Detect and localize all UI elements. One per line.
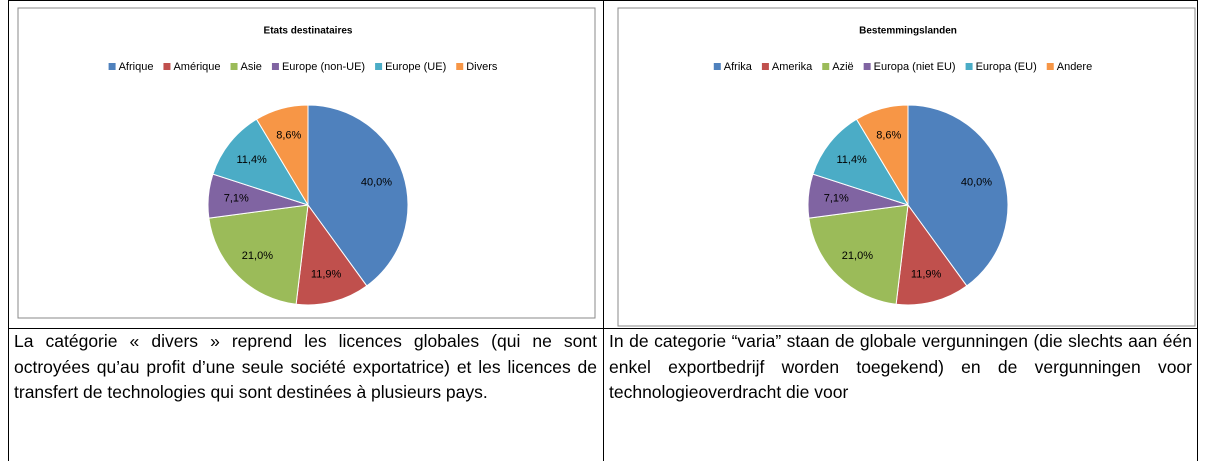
legend-swatch	[271, 63, 279, 70]
legend-swatch	[456, 63, 464, 70]
legend-swatch	[375, 63, 383, 70]
legend-swatch	[761, 63, 769, 70]
legend-swatch	[108, 63, 116, 70]
data-label: 11,9%	[911, 269, 942, 281]
table-border	[8, 328, 1198, 329]
chart-title: Etats destinataires	[264, 26, 353, 37]
data-label: 11,9%	[311, 269, 342, 281]
data-label: 11,4%	[236, 154, 267, 166]
legend-label: Divers	[466, 61, 498, 73]
data-label: 8,6%	[276, 130, 301, 142]
legend-swatch	[822, 63, 830, 70]
pie-slice	[208, 204, 309, 305]
table-border	[603, 0, 604, 461]
pie-slice	[855, 104, 909, 207]
legend-label: Azië	[832, 61, 853, 73]
legend-swatch	[1046, 63, 1054, 70]
pie-slice	[295, 203, 368, 306]
legend-label: Andere	[1057, 61, 1092, 73]
legend-swatch	[163, 63, 171, 70]
pie-slice	[255, 104, 309, 207]
legend-label: Europe (non-UE)	[282, 61, 365, 73]
legend-label: Europa (EU)	[976, 61, 1037, 73]
table-border	[8, 0, 1198, 1]
pie-slice	[907, 104, 1009, 287]
pie-slice	[808, 204, 909, 305]
data-label: 40,0%	[361, 177, 392, 189]
pie-slice	[212, 118, 310, 206]
data-label: 7,1%	[824, 192, 849, 204]
legend-label: Amerika	[772, 61, 813, 73]
legend-swatch	[230, 63, 238, 70]
legend-label: Asie	[241, 61, 262, 73]
table-border	[1197, 0, 1198, 461]
legend-label: Europa (niet EU)	[874, 61, 956, 73]
legend-label: Europe (UE)	[385, 61, 446, 73]
legend-swatch	[965, 63, 973, 70]
legend-label: Afrika	[724, 61, 753, 73]
data-label: 21,0%	[842, 250, 873, 262]
paragraph: In de categorie “varia” staan de globale…	[609, 331, 1192, 402]
data-label: 8,6%	[876, 130, 901, 142]
legend-swatch	[863, 63, 871, 70]
legend-swatch	[713, 63, 721, 70]
data-label: 11,4%	[836, 154, 867, 166]
pie-slice	[895, 203, 968, 306]
paragraph: La catégorie « divers » reprend les lice…	[14, 331, 597, 402]
pie-slice	[307, 104, 409, 287]
data-label: 21,0%	[242, 250, 273, 262]
data-label: 40,0%	[961, 177, 992, 189]
pie-slice	[812, 118, 910, 206]
data-label: 7,1%	[224, 192, 249, 204]
legend-label: Afrique	[119, 61, 154, 73]
charts: Etats destinataires Afrique Amérique Asie Eu…	[17, 7, 1196, 327]
chart-title: Bestemmingslanden	[859, 26, 957, 37]
table-border	[8, 0, 9, 461]
legend-label: Amérique	[173, 61, 220, 73]
